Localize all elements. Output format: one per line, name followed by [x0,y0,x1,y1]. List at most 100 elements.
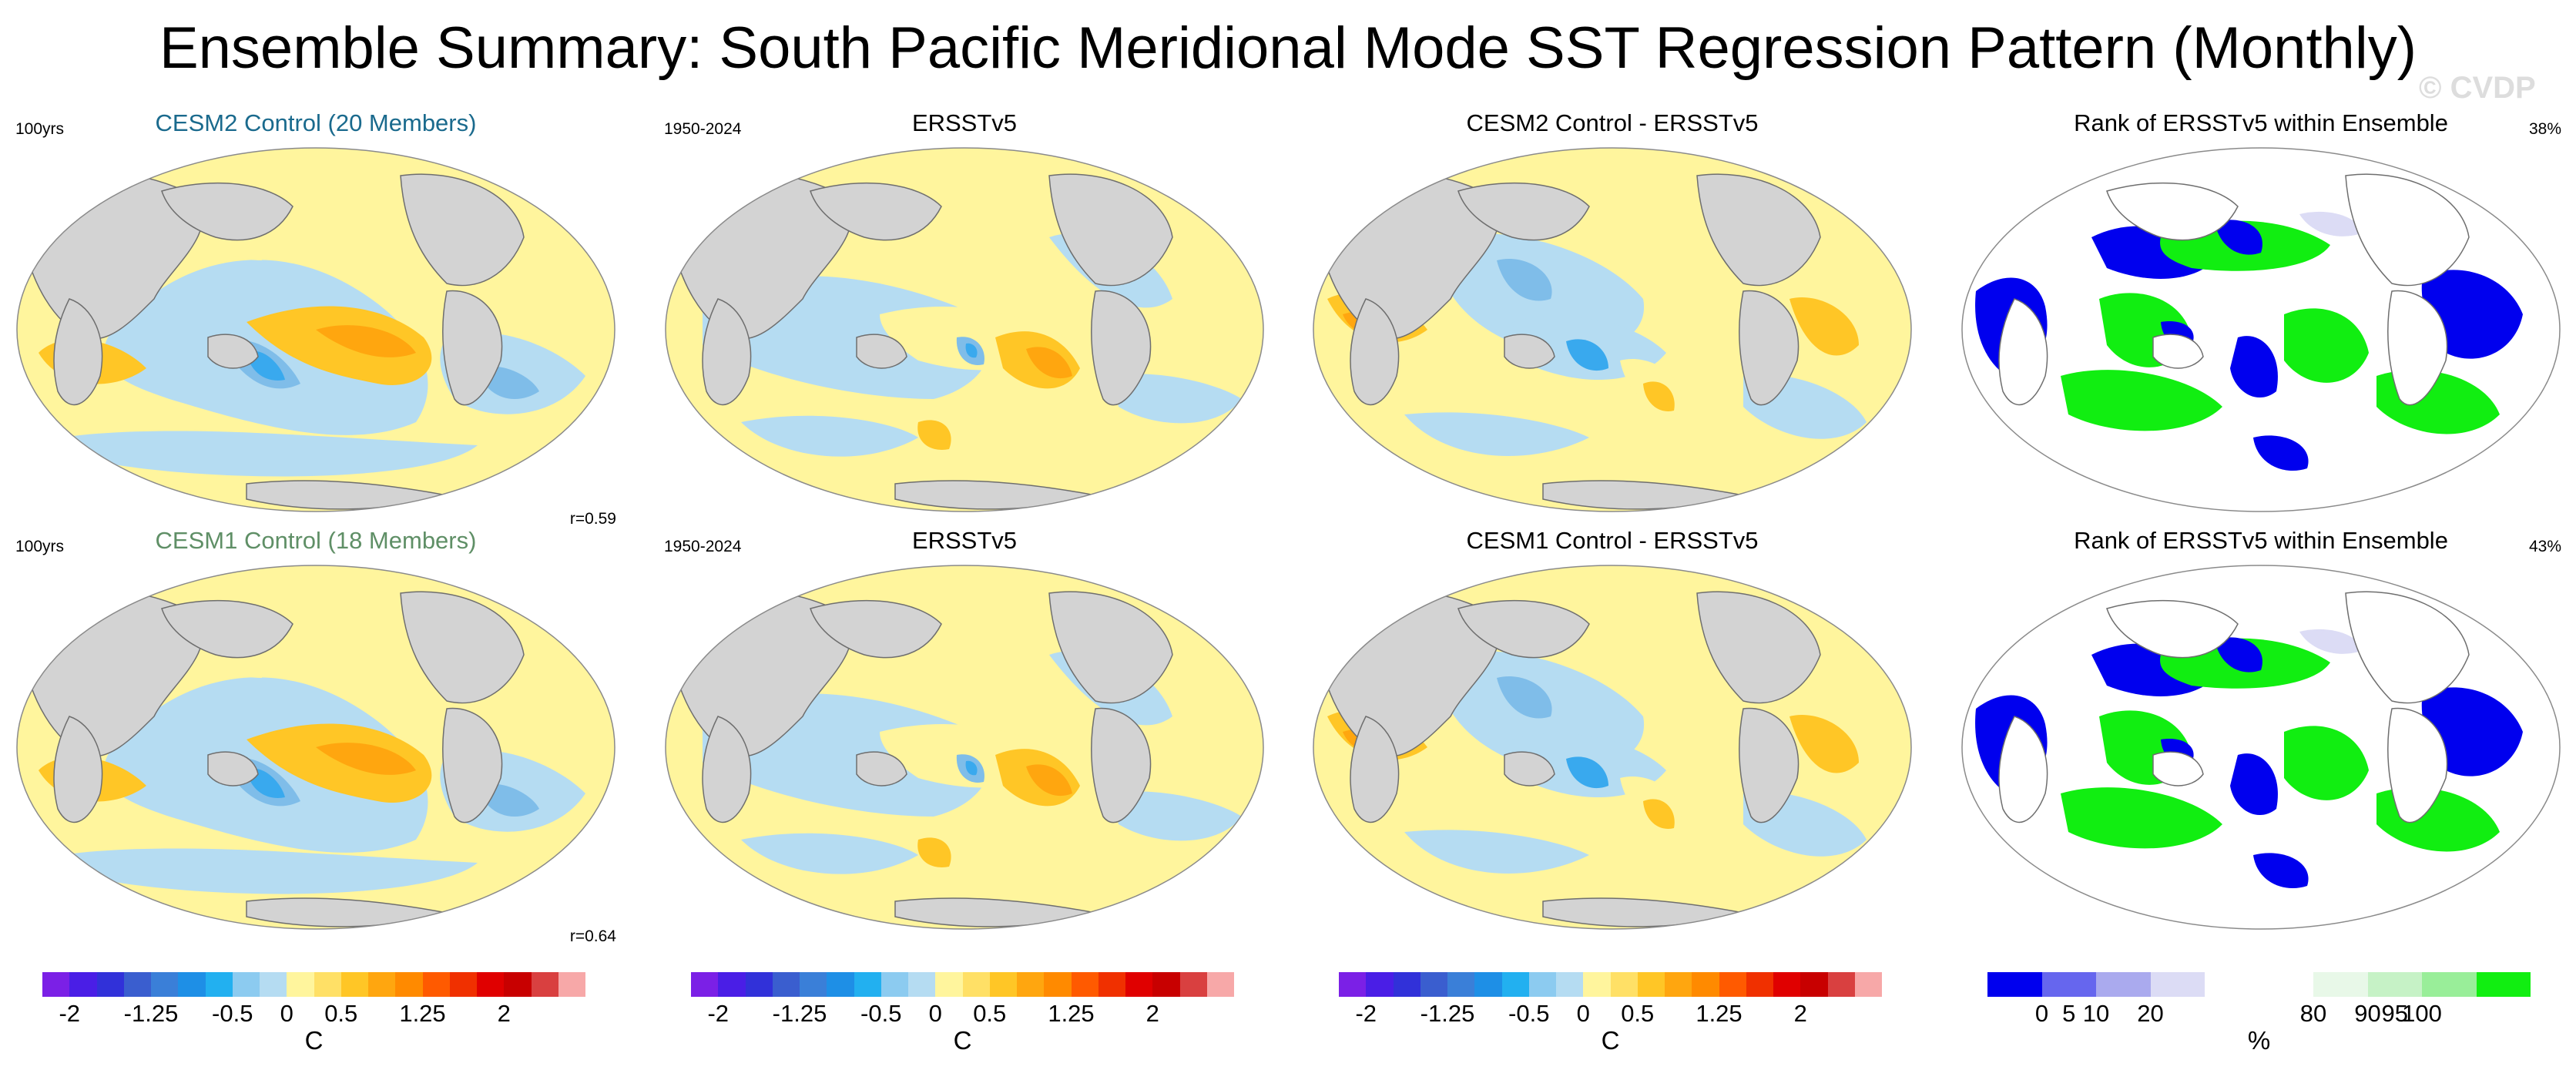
land-mass [1696,173,1821,287]
colorbar-swatch [1501,972,1529,997]
map-panel: Rank of ERSSTv5 within Ensemble 38% [1953,109,2569,533]
field-contour-ocean_neg1 [62,431,478,477]
colorbar-swatch [827,972,854,997]
land-mass [810,599,942,659]
colorbar-swatch [504,972,532,997]
field-contour-ocean_neg3 [1566,756,1608,789]
colorbar-tick-label: -2 [1355,1000,1377,1027]
panel-title: CESM2 Control (20 Members) [155,109,477,136]
colorbar-swatch [395,972,423,997]
colorbar-tick-label: 0 [280,1000,293,1027]
field-contour-rank_green [2284,726,2369,800]
map-border [16,565,615,930]
colorbar-swatch [1474,972,1502,997]
colorbar-swatch [1393,972,1420,997]
colorbar-swatch [2041,972,2096,997]
colorbar-swatch [151,972,179,997]
colorbar-swatch [1071,972,1098,997]
land-mass [702,716,752,823]
land-mass [1350,298,1400,406]
colorbar-swatch [2422,972,2477,997]
colorbar-swatch [340,972,368,997]
colorbar-swatch [880,972,908,997]
map-panel: CESM1 Control (18 Members) 100yrs r=0.64 [8,527,624,951]
colorbar-swatch [772,972,800,997]
colorbar-swatch [1583,972,1611,997]
colorbar-swatch [2367,972,2422,997]
colorbar-swatch [2259,972,2313,997]
colorbar-swatch [908,972,936,997]
land-mass [53,716,103,823]
colorbar-tick-label: 20 [2137,1000,2164,1027]
figure-title: Ensemble Summary: South Pacific Meridion… [159,15,2417,81]
colorbar-unit-label: C [1601,1026,1620,1055]
colorbar-tick-label: 2 [1793,1000,1807,1027]
colorbar-unit-label: % [2247,1026,2271,1055]
map-border [665,565,1264,930]
colorbar-swatch [368,972,396,997]
land-mass [442,707,503,823]
panel-title: Rank of ERSSTv5 within Ensemble [2074,527,2448,554]
colorbar-tick-label: -0.5 [212,1000,253,1027]
land-mass [442,290,503,406]
colorbar-tick-label: 1.25 [399,1000,446,1027]
sst-colorbar: -2 -1.25 -0.5 0 0.5 1.25 2 C [656,972,1273,1080]
land-mass [1350,716,1400,823]
land-mass [1504,334,1555,369]
colorbar-swatch [1044,972,1072,997]
colorbar-swatches [42,972,585,997]
colorbar-swatch [1665,972,1692,997]
colorbar-swatch [1339,972,1367,997]
colorbar-swatch [1447,972,1475,997]
colorbar-tick-label: 1.25 [1696,1000,1742,1027]
colorbar-swatch [123,972,151,997]
field-contour-rank_blue [2230,336,2278,398]
colorbar-swatch [962,972,990,997]
land-mass [1457,599,1590,659]
colorbar-tick-label: -0.5 [1508,1000,1550,1027]
colorbar-swatch [1987,972,2042,997]
field-contour-rank_green [2284,308,2369,383]
land-mass [2152,334,2204,369]
panel-title: CESM1 Control (18 Members) [155,527,477,554]
colorbar-swatches [691,972,1234,997]
rank-percent-label: 43% [2528,538,2561,555]
colorbar-swatch [477,972,505,997]
colorbar-tick-label: -1.25 [772,1000,827,1027]
land-mass [2345,591,2470,704]
land-mass [1457,182,1590,241]
colorbar-swatch [800,972,827,997]
land-mass [702,298,752,406]
colorbar-swatch [449,972,477,997]
robinson-map [1313,565,1912,930]
colorbar-swatch [745,972,773,997]
field-contour-rank_blue [2230,753,2278,816]
field-contour-ocean_pos3 [1026,764,1072,797]
colorbar-swatch [531,972,558,997]
colorbar-swatch [232,972,260,997]
colorbar-swatch [178,972,206,997]
colorbar-swatch [1746,972,1773,997]
colorbar-swatch [1637,972,1665,997]
field-contour-ocean_neg1 [1404,830,1589,874]
colorbar-swatches [1339,972,1882,997]
land-mass [2152,751,2204,787]
colorbar-tick-label: 2 [497,1000,511,1027]
colorbar-swatch [1854,972,1882,997]
colorbar-tick-label: 0 [1576,1000,1590,1027]
colorbar-tick-label: 0.5 [324,1000,358,1027]
field-contour-ocean_neg1 [103,677,428,853]
colorbar-swatch [854,972,881,997]
field-contour-ocean_pos2 [1643,799,1675,829]
colorbar-swatch [558,972,585,997]
panel-title: ERSSTv5 [911,527,1018,554]
colorbar-swatch [935,972,963,997]
colorbar-swatch [1420,972,1447,997]
field-contour-ocean_pos2 [247,723,432,803]
colorbar-swatch [1125,972,1153,997]
field-contour-ocean_neg1 [1111,374,1242,424]
colorbar-swatch [1800,972,1828,997]
field-contour-ocean_neg3 [965,343,978,358]
land-mass [2106,182,2239,241]
colorbar-tick-label: 1.25 [1048,1000,1095,1027]
